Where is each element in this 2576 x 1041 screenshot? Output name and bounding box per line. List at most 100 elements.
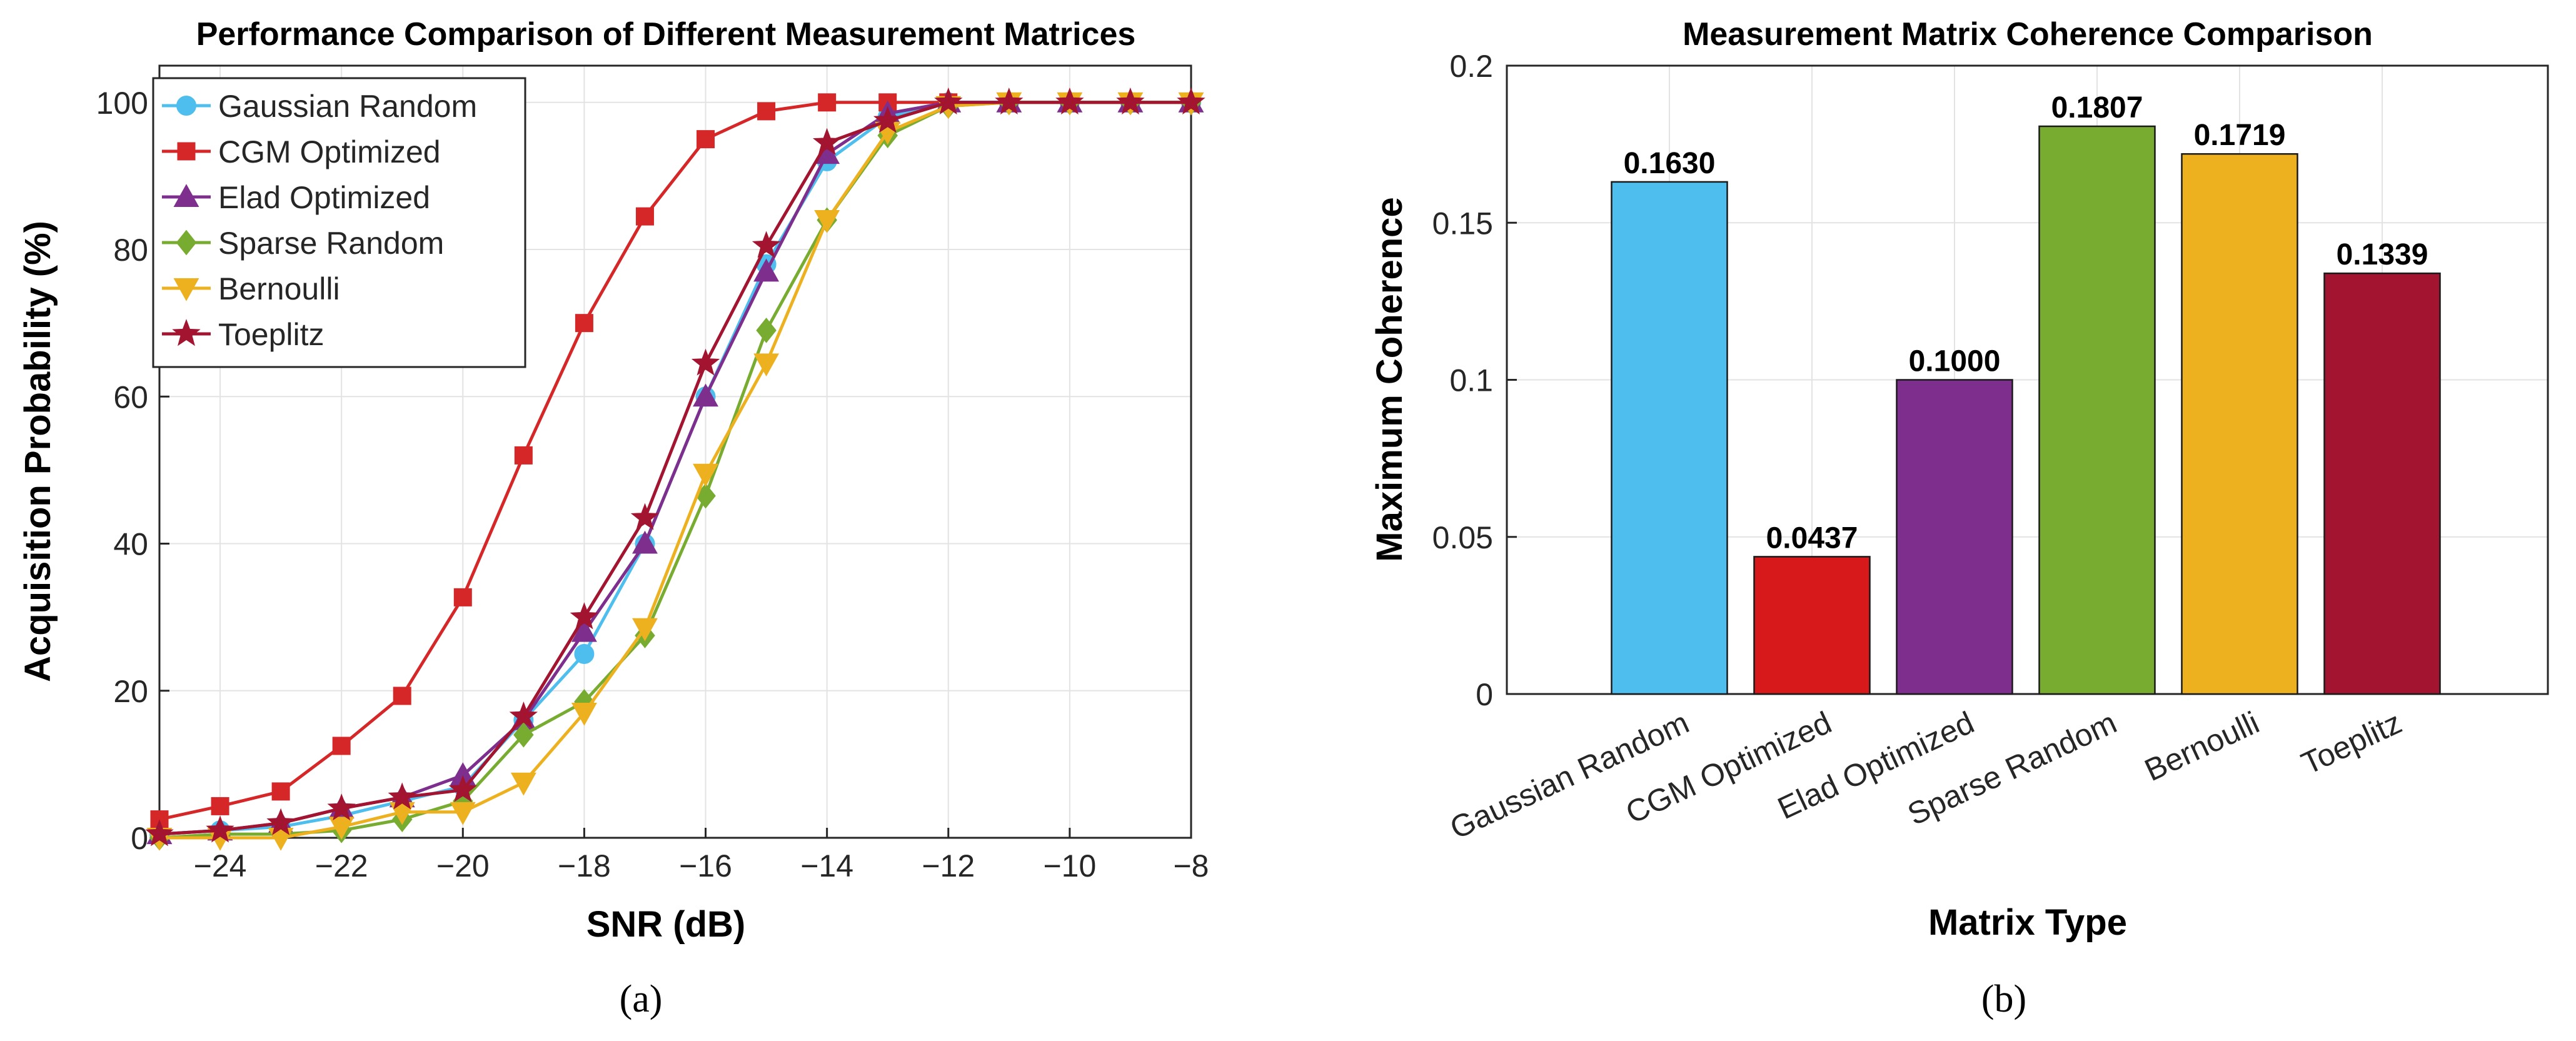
data-point [693, 383, 718, 407]
data-point [328, 817, 355, 840]
data-point [206, 815, 234, 843]
bar-value-label: 0.1807 [2051, 91, 2143, 124]
data-point [873, 106, 902, 133]
x-tick-label: −12 [922, 848, 975, 883]
x-tick-label: −24 [194, 848, 247, 883]
bar-chart-x-axis-label: Matrix Type [1928, 902, 2127, 943]
data-point [632, 530, 658, 554]
y-tick-label: 0.05 [1432, 520, 1493, 555]
legend-marker [176, 96, 196, 116]
legend-label: Gaussian Random [218, 89, 477, 124]
line-chart-grid [159, 66, 1192, 838]
bar-toeplitz [2323, 272, 2441, 695]
data-point [575, 314, 593, 333]
x-tick-label: −22 [315, 848, 368, 883]
data-point [570, 602, 599, 630]
data-point [571, 618, 597, 642]
bar-value-label: 0.0437 [1766, 521, 1858, 555]
data-point [513, 722, 534, 748]
legend-item: Bernoulli [162, 271, 340, 306]
bar-chart-bars: 0.1630 0.0437 0.1000 0.1807 0.1719 0.1339 [1611, 91, 2441, 695]
legend-marker [173, 278, 199, 301]
bar-gaussian-random [1611, 181, 1728, 695]
data-point [632, 618, 658, 641]
line-chart-series [145, 87, 1205, 851]
legend-item: Elad Optimized [162, 180, 430, 215]
bar-elad-optimized [1896, 379, 2013, 695]
x-tick-label: −8 [1173, 848, 1209, 883]
legend-item: Gaussian Random [162, 89, 477, 124]
data-point [756, 318, 777, 343]
legend-item: Sparse Random [162, 226, 444, 261]
data-point [510, 772, 536, 796]
series-toeplitz [145, 87, 1205, 847]
data-point [995, 87, 1024, 115]
data-point [145, 819, 174, 847]
x-tick-label: −16 [679, 848, 732, 883]
series-line [159, 101, 1191, 836]
data-point [693, 463, 718, 487]
bar-value-label: 0.1719 [2194, 119, 2286, 152]
line-chart-axes-box [158, 64, 1192, 839]
data-point [574, 643, 595, 664]
bar-value-label: 0.1339 [2337, 238, 2428, 271]
legend-box [152, 77, 526, 368]
bar-value-label: 0.1000 [1909, 345, 2001, 378]
line-chart-panel: Performance Comparison of Different Meas… [18, 16, 1209, 1020]
x-tick-label: −14 [800, 848, 853, 883]
data-point [453, 588, 472, 606]
data-point [271, 782, 290, 801]
data-point [1116, 87, 1145, 115]
y-tick-label: 80 [113, 233, 148, 268]
data-point [332, 737, 351, 755]
legend-label: CGM Optimized [218, 134, 441, 169]
bar-chart-y-axis-label: Maximum Coherence [1369, 197, 1410, 561]
line-chart-x-axis-label: SNR (dB) [586, 904, 746, 945]
data-point [448, 775, 478, 802]
data-point [1055, 87, 1084, 115]
data-point [697, 130, 715, 149]
legend-label: Toeplitz [218, 317, 325, 352]
bar-cgm-optimized [1753, 556, 1871, 695]
y-tick-label: 60 [113, 380, 148, 415]
data-point [934, 87, 963, 115]
bar-chart-title: Measurement Matrix Coherence Comparison [1683, 16, 2373, 53]
line-chart-legend: Gaussian Random CGM Optimized Elad Optimiz… [152, 77, 526, 368]
data-point [327, 793, 356, 821]
line-chart-title: Performance Comparison of Different Meas… [196, 16, 1136, 53]
data-point [818, 93, 837, 112]
y-tick-label: 40 [113, 527, 148, 562]
bar-chart-panel: Measurement Matrix Coherence Comparison … [1369, 16, 2549, 1020]
data-point [571, 703, 597, 726]
data-point [635, 207, 654, 226]
x-tick-label: −10 [1043, 848, 1096, 883]
legend-label: Bernoulli [218, 271, 340, 306]
data-point [1177, 87, 1205, 115]
data-point [691, 348, 720, 376]
legend-item: Toeplitz [162, 317, 325, 352]
data-point [753, 353, 780, 377]
x-tick-label: −20 [436, 848, 490, 883]
panel-label-a: (a) [620, 978, 663, 1020]
data-point [757, 102, 776, 121]
legend-marker [176, 229, 197, 256]
data-point [753, 258, 780, 282]
x-tick-label: −18 [558, 848, 611, 883]
legend-label: Sparse Random [218, 226, 444, 261]
y-tick-label: 0.15 [1432, 206, 1493, 241]
legend-marker [173, 184, 199, 207]
legend-item: CGM Optimized [162, 134, 441, 169]
data-point [266, 808, 295, 835]
data-point [752, 231, 781, 258]
data-point [814, 210, 840, 233]
data-point [211, 797, 229, 815]
bar-value-label: 0.1630 [1624, 147, 1716, 180]
data-point [514, 446, 533, 465]
y-tick-label: 0.2 [1449, 49, 1493, 84]
legend-marker [172, 319, 201, 346]
y-tick-label: 20 [113, 674, 148, 709]
data-point [812, 128, 842, 155]
y-tick-label: 0 [131, 821, 148, 856]
line-chart-y-axis-label: Acquisition Probability (%) [18, 221, 58, 682]
